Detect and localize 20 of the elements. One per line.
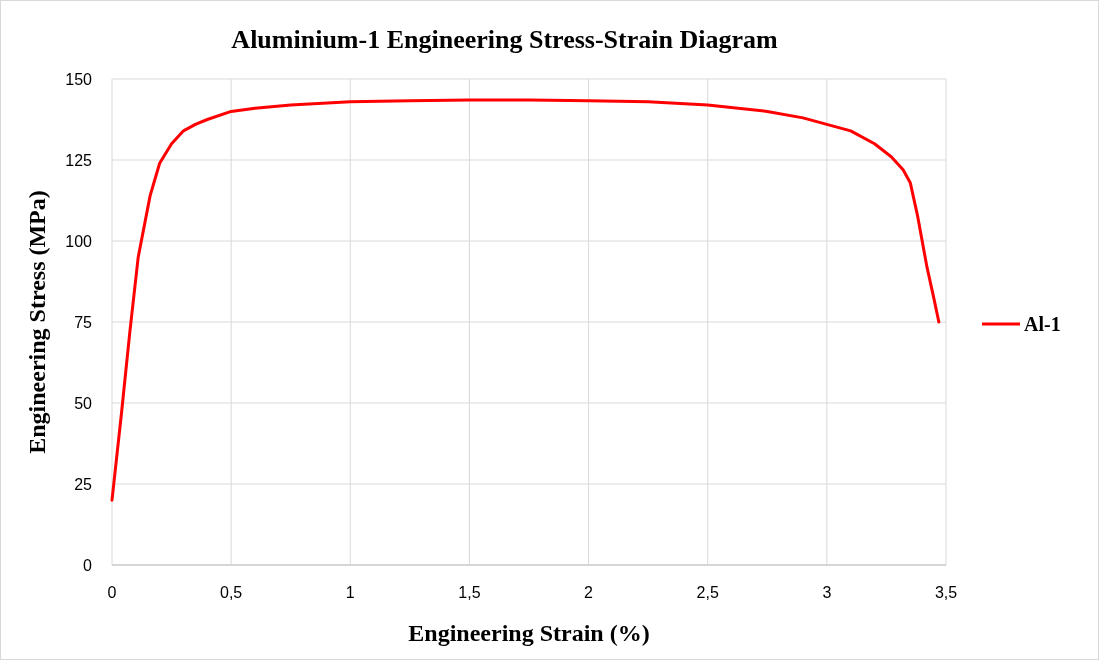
y-tick-label: 150: [65, 71, 93, 88]
x-tick-label: 2: [584, 584, 594, 601]
y-tick-label: 50: [74, 395, 93, 412]
y-tick-label: 0: [83, 557, 93, 574]
y-axis-title: Engineering Stress (MPa): [24, 190, 50, 454]
y-tick-label: 125: [65, 152, 93, 169]
legend-label: Al-1: [1024, 313, 1061, 335]
x-tick-label: 0: [107, 584, 117, 601]
x-tick-label: 3,5: [934, 584, 958, 601]
x-tick-label: 2,5: [696, 584, 719, 601]
x-tick-label: 1: [345, 584, 355, 601]
y-tick-label: 25: [74, 476, 93, 493]
chart-title: Aluminium-1 Engineering Stress-Strain Diagram: [231, 25, 778, 54]
x-tick-label: 1,5: [458, 584, 481, 601]
x-axis-title: Engineering Strain (%): [408, 620, 650, 646]
x-tick-label: 3: [822, 584, 832, 601]
x-tick-label: 0,5: [220, 584, 243, 601]
y-tick-label: 75: [74, 314, 93, 331]
line-series: [110, 98, 941, 502]
y-tick-label: 100: [65, 233, 93, 250]
